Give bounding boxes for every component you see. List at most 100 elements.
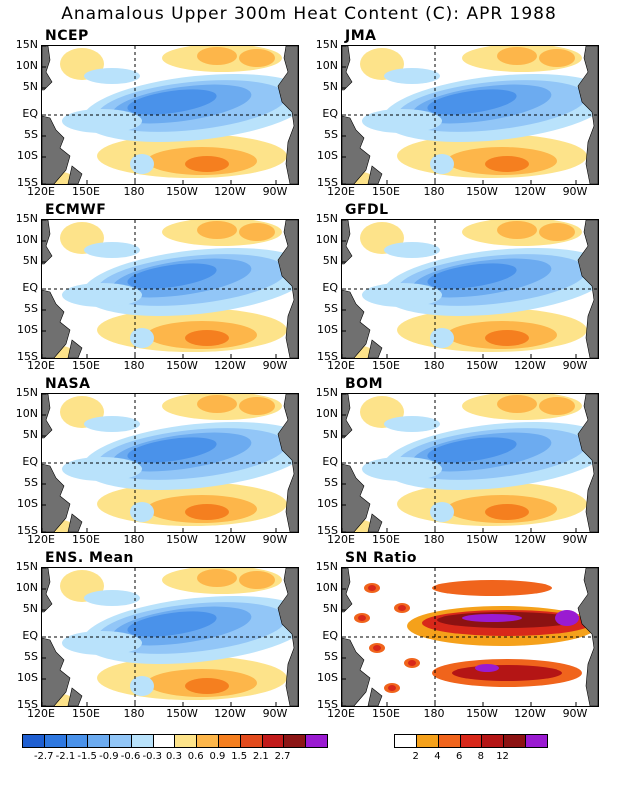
colorbar-label: 6	[455, 751, 463, 762]
colorbar-swatch	[240, 735, 263, 747]
lat-label: EQ	[322, 455, 338, 468]
panel-title: GFDL	[345, 202, 389, 218]
colorbar-label: -2.7	[33, 751, 54, 762]
lat-label: 15S	[317, 698, 338, 711]
lat-label: 15N	[15, 560, 38, 573]
colorbar-swatch	[395, 735, 417, 747]
lat-label: 15S	[17, 524, 38, 537]
lat-label: EQ	[22, 629, 38, 642]
lon-label: 180	[123, 359, 145, 372]
panel-title: ECMWF	[45, 202, 107, 218]
lat-label: 10N	[15, 233, 38, 246]
map-ens	[41, 567, 299, 707]
lat-label: 5N	[322, 254, 338, 267]
colorbar-label: 8	[477, 751, 485, 762]
lon-label: 150E	[72, 359, 100, 372]
lat-label: 5S	[24, 302, 38, 315]
colorbar-swatch	[219, 735, 241, 747]
lat-label: 10N	[315, 581, 338, 594]
lon-label: 150W	[466, 185, 498, 198]
lon-label: 150E	[72, 185, 100, 198]
lat-label: 10N	[315, 407, 338, 420]
lat-label: 10N	[15, 581, 38, 594]
colorbar-swatch	[66, 735, 89, 747]
colorbar-label: 0.9	[209, 751, 226, 762]
lat-label: 15N	[315, 212, 338, 225]
colorbar-label: 2.1	[252, 751, 269, 762]
lat-label: 10S	[17, 323, 38, 336]
lon-label: 120W	[514, 185, 546, 198]
map-ecmwf	[41, 219, 299, 359]
anomaly-colorbar	[22, 734, 328, 748]
lon-label: 120E	[27, 185, 55, 198]
colorbar-swatch	[23, 735, 45, 747]
lon-label: 120W	[214, 707, 246, 720]
lat-label: EQ	[22, 107, 38, 120]
lat-label: 15S	[317, 524, 338, 537]
lat-label: 5N	[322, 428, 338, 441]
lon-label: 180	[423, 359, 445, 372]
lon-label: 120W	[214, 533, 246, 546]
lat-label: 15S	[317, 176, 338, 189]
map-bom	[341, 393, 599, 533]
lon-label: 120E	[27, 707, 55, 720]
lat-label: 5N	[22, 80, 38, 93]
lon-label: 120W	[514, 533, 546, 546]
lat-label: 5N	[22, 254, 38, 267]
colorbar-label: -0.6	[120, 751, 141, 762]
lon-label: 120E	[27, 359, 55, 372]
panel-sn: SN Ratio 15N 10N 5N EQ 5S 10S 15S 120E 150E 180 150…	[300, 550, 610, 725]
lon-label: 90W	[562, 359, 588, 372]
lon-label: 150W	[466, 533, 498, 546]
lat-label: 5S	[24, 476, 38, 489]
lon-label: 120E	[327, 359, 355, 372]
colorbar-swatch	[438, 735, 461, 747]
colorbar-swatch	[153, 735, 176, 747]
lon-label: 90W	[562, 707, 588, 720]
lon-label: 90W	[262, 533, 288, 546]
colorbar-swatch	[504, 735, 527, 747]
lat-label: 5N	[322, 80, 338, 93]
lat-label: 15N	[15, 386, 38, 399]
panel-title: JMA	[345, 28, 377, 44]
colorbar-label: 1.5	[231, 751, 248, 762]
colorbar-label: -0.3	[142, 751, 163, 762]
panel-title: SN Ratio	[345, 550, 418, 566]
panel-ens: ENS. Mean 15N 10N 5N EQ 5S 10S 15S 120E 150E 180 15…	[0, 550, 310, 725]
lat-label: EQ	[322, 281, 338, 294]
lat-label: 15N	[315, 38, 338, 51]
lat-label: 10N	[315, 59, 338, 72]
lon-label: 90W	[262, 359, 288, 372]
lat-label: 10S	[317, 323, 338, 336]
colorbar-label: 0.3	[166, 751, 182, 762]
map-jma	[341, 45, 599, 185]
colorbar-label: 2.7	[274, 751, 291, 762]
lon-label: 150E	[372, 533, 400, 546]
panel-ncep: NCEP 15N 10N 5N EQ 5S 10S 15S 120E 150E 180 150W 120…	[0, 28, 310, 203]
lat-label: 15S	[317, 350, 338, 363]
lon-label: 150W	[166, 533, 198, 546]
lon-label: 150W	[166, 707, 198, 720]
figure-title: Anamalous Upper 300m Heat Content (C): A…	[61, 4, 557, 24]
colorbar-swatch	[175, 735, 198, 747]
lon-label: 150W	[466, 359, 498, 372]
colorbar-label: 0.6	[187, 751, 204, 762]
lon-label: 90W	[262, 185, 288, 198]
lon-label: 120W	[214, 185, 246, 198]
colorbar-swatch	[197, 735, 220, 747]
lat-label: 15N	[15, 38, 38, 51]
lat-label: EQ	[322, 629, 338, 642]
lon-label: 150W	[166, 185, 198, 198]
colorbar-swatch	[460, 735, 483, 747]
lat-label: 10N	[15, 59, 38, 72]
lon-label: 90W	[562, 185, 588, 198]
sn-colorbar	[394, 734, 548, 748]
lon-label: 180	[423, 185, 445, 198]
lon-label: 120E	[327, 707, 355, 720]
lat-label: 10S	[317, 671, 338, 684]
lat-label: 5S	[24, 128, 38, 141]
lat-label: 10N	[315, 233, 338, 246]
lon-label: 150W	[466, 707, 498, 720]
colorbar-swatch	[131, 735, 154, 747]
panel-ecmwf: ECMWF 15N 10N 5N EQ 5S 10S 15S 120E 150E 180 150W 12…	[0, 202, 310, 377]
